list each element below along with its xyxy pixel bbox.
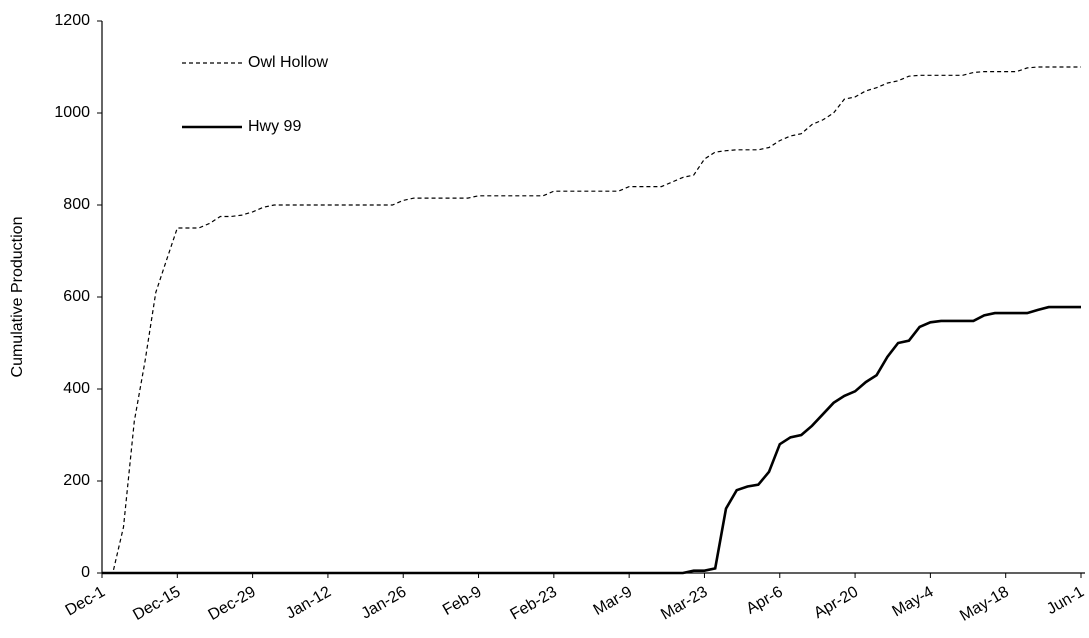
x-tick-label: Feb-9 [440,583,485,619]
legend-label: Owl Hollow [248,54,328,71]
y-tick-label: 1000 [54,104,90,121]
x-tick-label: Dec-15 [130,583,183,624]
y-tick-label: 600 [63,288,90,305]
x-tick-label: May-18 [957,583,1012,624]
x-tick-label: Jun-1 [1044,583,1087,618]
x-tick-label: Mar-23 [658,583,710,623]
y-tick-label: 800 [63,196,90,213]
x-tick-label: May-4 [889,583,936,620]
y-tick-label: 200 [63,472,90,489]
x-tick-label: Mar-9 [591,583,636,619]
x-tick-label: Dec-1 [63,583,109,619]
y-tick-label: 400 [63,380,90,397]
series-line [102,66,1081,574]
x-tick-label: Jan-12 [283,583,334,622]
y-axis-label: Cumulative Production [9,217,26,378]
y-tick-label: 0 [81,564,90,581]
series-line [102,305,1081,575]
x-tick-label: Jan-26 [358,583,409,622]
x-tick-label: Apr-6 [743,583,785,617]
y-tick-label: 1200 [54,12,90,29]
legend-label: Hwy 99 [248,118,301,135]
x-tick-label: Dec-29 [206,583,259,624]
x-tick-label: Apr-20 [811,583,861,622]
x-tick-label: Feb-23 [508,583,560,623]
